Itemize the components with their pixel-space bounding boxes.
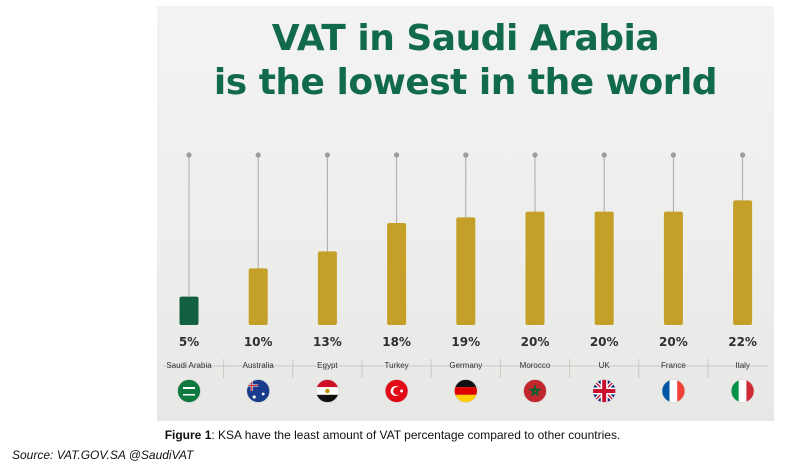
value-label: 22% <box>728 335 757 349</box>
italy-flag-icon <box>730 379 755 403</box>
bar <box>179 296 199 325</box>
bar-group-4: 18% Turkey <box>361 152 411 403</box>
stem-knob <box>670 152 677 158</box>
bar <box>733 200 753 325</box>
bar <box>387 223 407 325</box>
saudi-arabia-flag-icon <box>177 379 201 403</box>
value-label: 19% <box>451 335 480 349</box>
value-label: 20% <box>659 335 688 349</box>
egypt-flag-icon <box>315 379 340 403</box>
chart-title-line-2: is the lowest in the world <box>213 62 718 103</box>
category-label: Italy <box>735 361 750 370</box>
bar-group-5: 19% Germany <box>430 152 482 403</box>
stem-knob <box>255 152 261 158</box>
bar-group-7: 20% UK <box>569 152 619 403</box>
value-label: 5% <box>179 335 199 349</box>
category-label: France <box>661 361 686 370</box>
value-label: 18% <box>382 335 411 349</box>
stem-knob <box>394 152 400 158</box>
source-note: Source: VAT.GOV.SA @SaudiVAT <box>12 448 194 462</box>
australia-flag-icon <box>246 379 271 403</box>
value-label: 20% <box>590 335 619 349</box>
stem-knob <box>740 152 746 158</box>
bar <box>594 211 614 325</box>
bar-group-2: 10% Australia <box>223 152 275 403</box>
bar-group-6: 20% Morocco <box>499 152 551 403</box>
bar <box>525 211 545 325</box>
bar <box>248 268 268 325</box>
germany-flag-icon <box>453 379 478 403</box>
bar-group-3: 13% Egypt <box>292 152 342 403</box>
bar <box>456 217 476 325</box>
stem-knob <box>532 152 538 158</box>
bar <box>663 211 683 325</box>
value-label: 20% <box>521 335 550 349</box>
stem-knob <box>601 152 607 158</box>
uk-flag-icon <box>592 379 617 403</box>
figure-label: Figure 1 <box>164 428 212 442</box>
category-label: Germany <box>449 361 482 370</box>
morocco-flag-icon <box>523 379 547 403</box>
stem-knob <box>463 152 469 158</box>
category-label: Turkey <box>385 361 409 370</box>
turkey-flag-icon <box>384 379 409 403</box>
vat-infographic: VAT in Saudi Arabia is the lowest in the… <box>157 6 774 421</box>
category-label: UK <box>599 361 611 370</box>
category-label: Egypt <box>317 361 338 370</box>
category-label: Morocco <box>520 361 551 370</box>
bar-group-9: 22% Italy <box>707 152 757 403</box>
stem-knob <box>324 152 330 158</box>
stem-knob <box>186 152 192 158</box>
bar-group-1: 5% Saudi Arabia <box>166 152 212 403</box>
bar <box>317 251 337 325</box>
figure-caption: Figure 1: KSA have the least amount of V… <box>0 428 785 442</box>
value-label: 13% <box>313 335 342 349</box>
category-label: Saudi Arabia <box>166 361 212 370</box>
category-label: Australia <box>243 361 275 370</box>
bar-group-8: 20% France <box>638 152 688 403</box>
france-flag-icon <box>661 379 686 403</box>
vat-bar-chart: 5% Saudi Arabia 10% Australia 13% Egypt 18% Tur… <box>163 152 768 403</box>
value-label: 10% <box>244 335 273 349</box>
chart-title-line-1: VAT in Saudi Arabia <box>271 18 660 59</box>
figure-caption-text: : KSA have the least amount of VAT perce… <box>211 428 621 442</box>
